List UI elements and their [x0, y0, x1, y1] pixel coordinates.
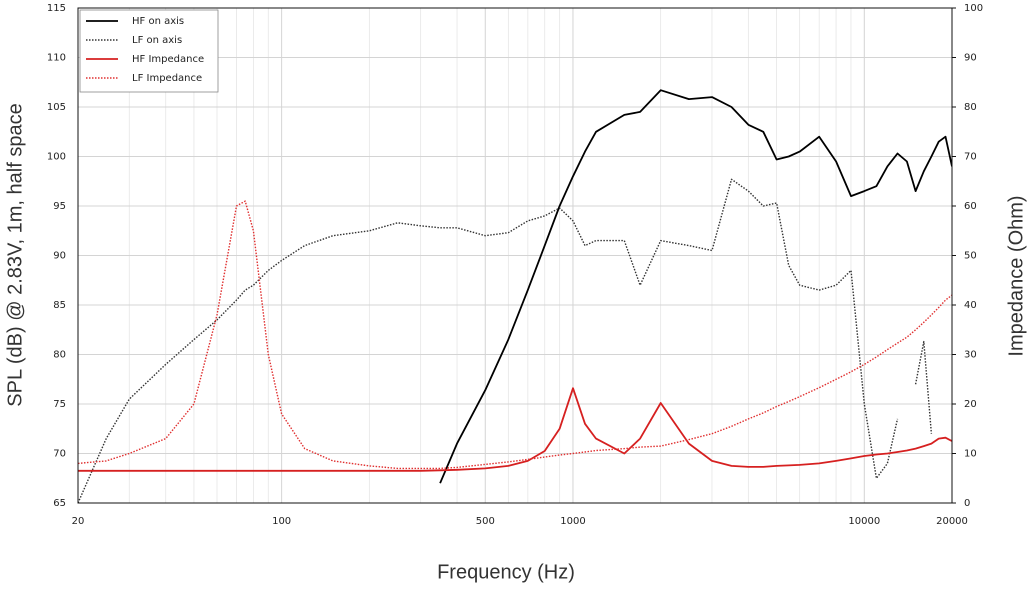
y-tick-label: 90: [53, 251, 66, 262]
y-tick-label: 80: [53, 350, 66, 361]
legend: HF on axis LF on axis HF Impedance LF Imped…: [79, 9, 219, 93]
y-tick-label: 100: [47, 152, 66, 163]
y2-tick-label: 90: [964, 53, 977, 64]
y2-tick-label: 10: [964, 449, 977, 460]
legend-label: LF Impedance: [132, 73, 202, 84]
x-tick-label: 500: [476, 516, 495, 527]
series-line: [439, 89, 952, 484]
y2-tick-label: 60: [964, 201, 977, 212]
y2-tick-label: 30: [964, 350, 977, 361]
legend-label: LF on axis: [132, 35, 182, 46]
y-tick-label: 110: [47, 53, 66, 64]
y-tick-label: 85: [53, 300, 66, 311]
y2-tick-label: 100: [964, 3, 983, 14]
series-line: [78, 387, 952, 472]
y-tick-label: 75: [53, 399, 66, 410]
y-tick-label: 105: [47, 102, 66, 113]
x-tick-label: 1000: [560, 516, 585, 527]
y-tick-label: 115: [47, 3, 66, 14]
legend-label: HF on axis: [132, 16, 184, 27]
y-tick-label: 65: [53, 498, 66, 509]
y-axis-title: SPL (dB) @ 2.83V, 1m, half space: [4, 103, 26, 406]
legend-label: HF Impedance: [132, 54, 204, 65]
plot-lines: [78, 89, 952, 503]
y2-tick-label: 20: [964, 399, 977, 410]
y-tick-label: 95: [53, 201, 66, 212]
y2-tick-label: 80: [964, 102, 977, 113]
x-tick-label: 10000: [848, 516, 880, 527]
x-tick-label: 20: [72, 516, 85, 527]
y2-tick-label: 40: [964, 300, 977, 311]
tick-labels: 20 100 500 1000 10000 20000657075808590951001…: [47, 3, 983, 527]
x-axis-title: Frequency (Hz): [437, 561, 575, 583]
legend-box: [79, 9, 219, 93]
y2-tick-label: 0: [964, 498, 970, 509]
x-tick-label: 20000: [936, 516, 968, 527]
y2-axis-title: Impedance (Ohm): [1005, 195, 1027, 356]
y2-tick-label: 70: [964, 152, 977, 163]
y2-tick-label: 50: [964, 251, 977, 262]
x-tick-label: 100: [272, 516, 291, 527]
y-tick-label: 70: [53, 449, 66, 460]
